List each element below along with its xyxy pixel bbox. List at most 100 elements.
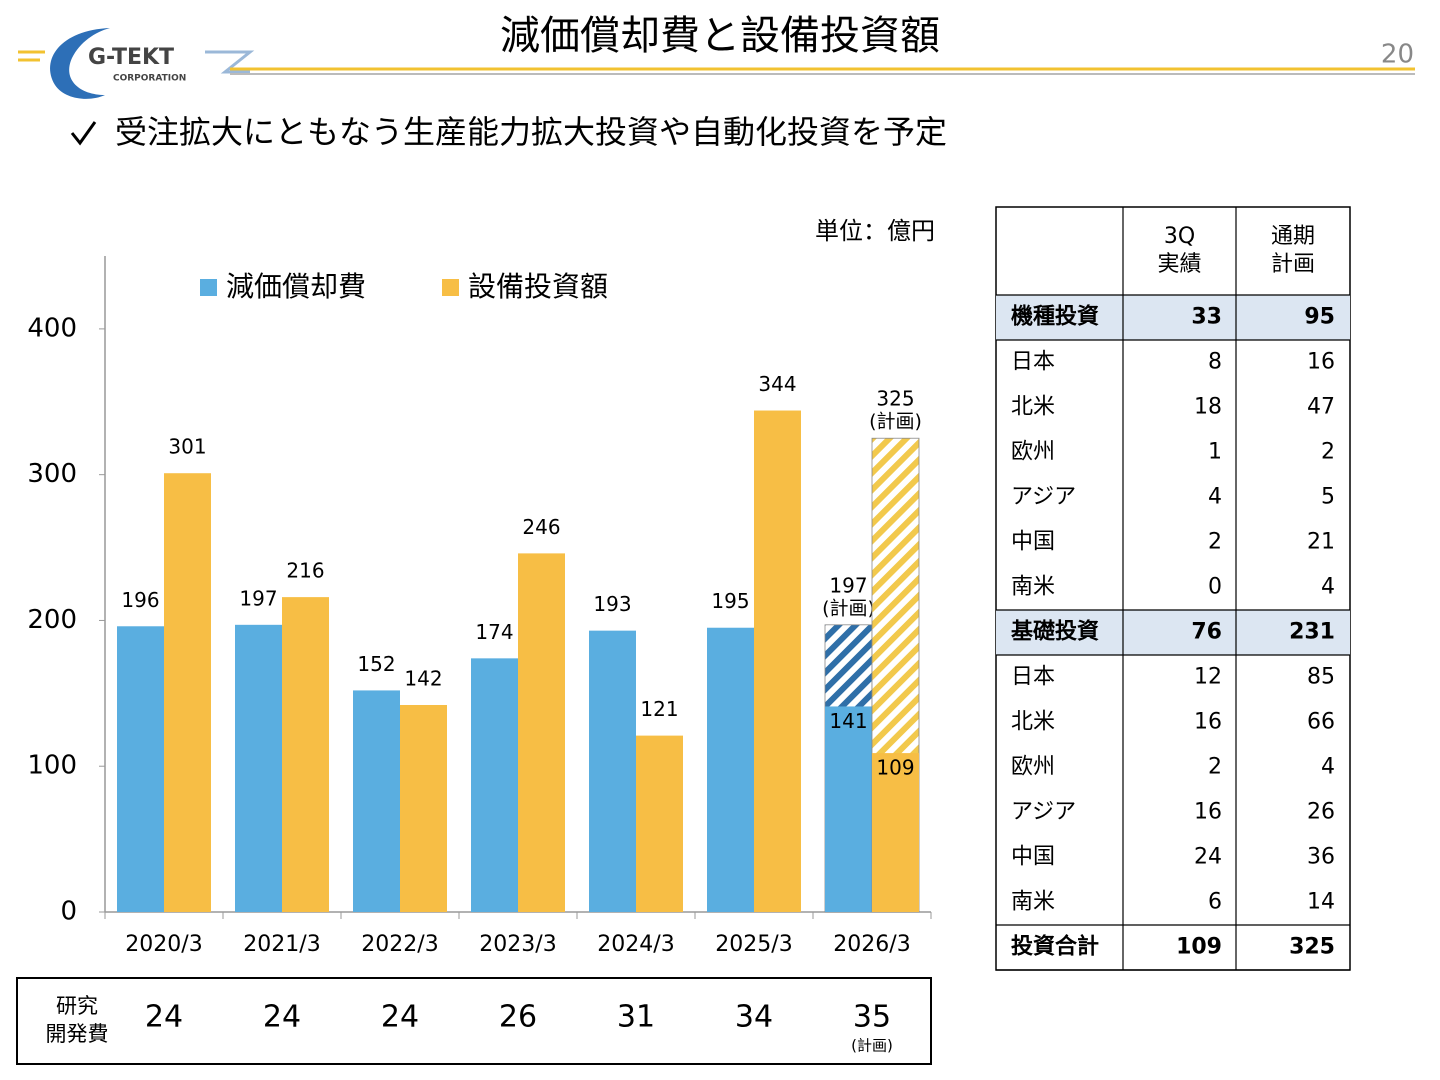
value-label: 197 (239, 586, 277, 610)
check-icon (70, 121, 97, 146)
rd-value: 24 (381, 1000, 419, 1035)
value-label: 301 (168, 435, 206, 459)
table-full: 2 (1321, 440, 1335, 465)
x-tick-label: 2026/3 (833, 932, 910, 957)
value-label: 325 (876, 387, 914, 411)
table-full: 16 (1307, 350, 1335, 375)
plan-note: (計画) (822, 597, 875, 619)
rd-value: 24 (145, 1000, 183, 1035)
bar (282, 597, 329, 912)
bar (235, 624, 282, 912)
value-label: 152 (357, 652, 395, 676)
rd-value: 31 (617, 1000, 655, 1035)
bar (589, 630, 636, 912)
value-label: 142 (404, 666, 442, 690)
actual-bar (872, 753, 919, 912)
bar (164, 473, 211, 912)
table-header: 通期 (1271, 224, 1315, 249)
table-full: 5 (1321, 485, 1335, 510)
legend-swatch (200, 279, 217, 296)
x-tick-label: 2024/3 (597, 932, 674, 957)
x-tick-label: 2023/3 (479, 932, 556, 957)
table-label: 中国 (1011, 530, 1055, 555)
bar (707, 627, 754, 912)
table-full: 47 (1307, 395, 1335, 420)
table-q3: 12 (1194, 665, 1222, 690)
table-label: 南米 (1011, 890, 1055, 915)
rd-label: 開発費 (46, 1022, 109, 1046)
x-tick-label: 2021/3 (243, 932, 320, 957)
bullet-text: 受注拡大にともなう生産能力拡大投資や自動化投資を予定 (115, 113, 947, 151)
x-tick-label: 2022/3 (361, 932, 438, 957)
logo-sub: CORPORATION (113, 74, 186, 84)
table-label: 南米 (1011, 575, 1055, 600)
table-q3: 109 (1176, 935, 1222, 960)
table-q3: 16 (1194, 710, 1222, 735)
bar (636, 735, 683, 912)
table-q3: 76 (1191, 620, 1222, 645)
page-number: 20 (1381, 40, 1414, 70)
rd-value: 35 (853, 1000, 891, 1035)
logo-text: G-TEKT (88, 45, 174, 70)
logo: G-TEKT CORPORATION (18, 28, 255, 99)
rd-label: 研究 (56, 994, 98, 1018)
x-tick-label: 2020/3 (125, 932, 202, 957)
table-label: 機種投資 (1011, 304, 1099, 330)
unit-label: 単位：億円 (815, 217, 935, 245)
table-q3: 6 (1208, 890, 1222, 915)
legend-swatch (442, 279, 459, 296)
table-q3: 4 (1208, 485, 1222, 510)
table-label: 北米 (1011, 395, 1055, 420)
legend-label: 設備投資額 (468, 270, 608, 303)
value-label: 195 (711, 589, 749, 613)
table-label: アジア (1011, 800, 1076, 825)
table-label: 欧州 (1011, 440, 1055, 465)
table-full: 95 (1304, 305, 1335, 330)
bar (518, 553, 565, 912)
rd-value: 24 (263, 1000, 301, 1035)
value-label: 344 (758, 372, 796, 396)
bar (400, 704, 447, 912)
value-label: 193 (593, 592, 631, 616)
bar (117, 626, 164, 912)
rd-note: (計画) (851, 1037, 893, 1055)
legend-label: 減価償却費 (226, 270, 366, 303)
y-tick-label: 0 (60, 897, 77, 927)
table-full: 231 (1289, 620, 1335, 645)
value-label: 246 (522, 515, 560, 539)
table-full: 26 (1307, 800, 1335, 825)
table-q3: 0 (1208, 575, 1222, 600)
table-label: 日本 (1011, 350, 1055, 375)
table-q3: 1 (1208, 440, 1222, 465)
slide-title: 減価償却費と設備投資額 (500, 13, 940, 59)
table-full: 85 (1307, 665, 1335, 690)
table-label: 中国 (1011, 845, 1055, 870)
value-label: 197 (829, 573, 867, 597)
table-q3: 33 (1191, 305, 1222, 330)
value-label: 174 (475, 620, 513, 644)
table-q3: 24 (1194, 845, 1222, 870)
table-label: 基礎投資 (1011, 619, 1099, 645)
value-label: 216 (286, 559, 324, 583)
table-header: 実績 (1157, 252, 1201, 277)
y-tick-label: 300 (27, 459, 77, 489)
actual-bar (825, 706, 872, 912)
table-full: 66 (1307, 710, 1335, 735)
value-label: 196 (121, 588, 159, 612)
y-tick-label: 100 (27, 751, 77, 781)
value-label: 109 (876, 756, 914, 780)
table-label: アジア (1011, 485, 1076, 510)
table-full: 4 (1321, 575, 1335, 600)
table-row-bg (996, 610, 1350, 655)
x-tick-label: 2025/3 (715, 932, 792, 957)
plan-note: (計画) (869, 411, 922, 433)
table-q3: 18 (1194, 395, 1222, 420)
table-q3: 16 (1194, 800, 1222, 825)
rd-value: 34 (735, 1000, 773, 1035)
table-full: 36 (1307, 845, 1335, 870)
table-label: 投資合計 (1011, 934, 1099, 960)
table-full: 21 (1307, 530, 1335, 555)
table-label: 北米 (1011, 710, 1055, 735)
